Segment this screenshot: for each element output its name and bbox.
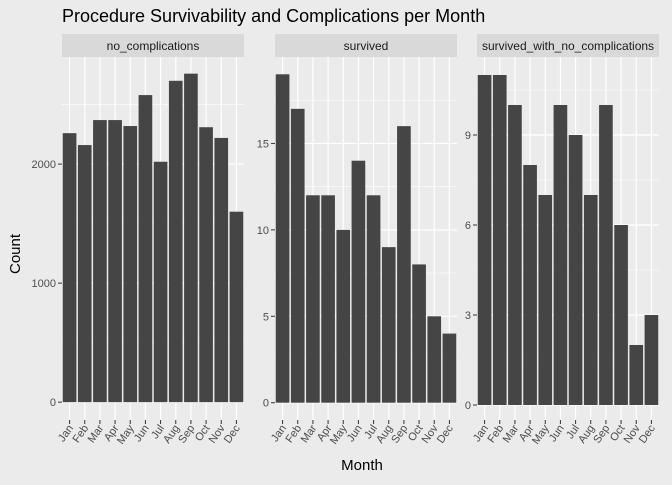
bar-jun (351, 160, 366, 403)
bar-may (538, 195, 553, 405)
bar-sep (599, 105, 613, 405)
y-tick-label: 5 (263, 311, 269, 323)
y-tick-label: 0 (263, 398, 269, 410)
y-tick-label: 6 (465, 220, 471, 232)
y-axis-label: Count (7, 233, 24, 274)
bar-aug (381, 247, 396, 403)
facet-strip (62, 34, 244, 57)
bar-sep (184, 73, 198, 403)
facet-panel-2: survived051015JanFebMarAprMayJunJulAugSe… (257, 34, 457, 447)
bar-mar (306, 195, 320, 403)
bar-apr (321, 195, 335, 403)
facet-panel-1: no_complications010002000JanFebMarAprMay… (32, 34, 244, 447)
bar-may (336, 229, 351, 403)
bar-sep (397, 126, 411, 403)
bar-jun (138, 95, 153, 403)
bar-jul (366, 195, 381, 403)
bar-dec (644, 315, 659, 405)
facet-panels: no_complications010002000JanFebMarAprMay… (32, 34, 659, 447)
facet-strip-label: survived_with_no_complications (482, 39, 654, 53)
bar-apr (523, 165, 537, 405)
y-tick-label: 15 (257, 138, 269, 150)
bar-dec (442, 333, 457, 403)
bar-may (123, 126, 138, 403)
facet-panel-3: survived_with_no_complications0369JanFeb… (465, 34, 659, 447)
y-tick-label: 10 (257, 225, 269, 237)
y-tick-label: 9 (465, 130, 471, 142)
bar-feb (77, 145, 92, 403)
y-tick-label: 0 (465, 400, 471, 412)
bar-aug (168, 80, 183, 403)
bar-nov (214, 137, 229, 403)
bar-dec (229, 211, 244, 403)
bar-jun (553, 105, 568, 405)
y-tick-label: 3 (465, 310, 471, 322)
bar-mar (93, 120, 107, 403)
facet-strip-label: survived (344, 39, 389, 53)
bar-oct (614, 225, 628, 405)
bar-oct (412, 264, 426, 403)
bar-jan (275, 74, 290, 403)
chart-title: Procedure Survivability and Complication… (62, 6, 485, 26)
panel-background (62, 57, 244, 420)
y-tick-label: 0 (50, 397, 56, 409)
bar-apr (108, 120, 122, 403)
x-axis-label: Month (341, 457, 383, 474)
facet-strip-label: no_complications (107, 39, 200, 53)
bar-feb (492, 75, 507, 405)
y-tick-label: 1000 (32, 278, 56, 290)
panel-background (477, 57, 659, 420)
facet-strip (477, 34, 659, 57)
bar-jan (62, 133, 77, 403)
bar-nov (427, 316, 442, 403)
bar-nov (629, 345, 644, 405)
bar-feb (290, 108, 305, 403)
bar-mar (508, 105, 522, 405)
bar-jan (477, 75, 492, 405)
bar-aug (583, 195, 598, 405)
bar-oct (199, 127, 213, 403)
y-tick-label: 2000 (32, 159, 56, 171)
facet-strip (275, 34, 457, 57)
bar-jul (568, 135, 583, 405)
bar-jul (153, 161, 168, 403)
